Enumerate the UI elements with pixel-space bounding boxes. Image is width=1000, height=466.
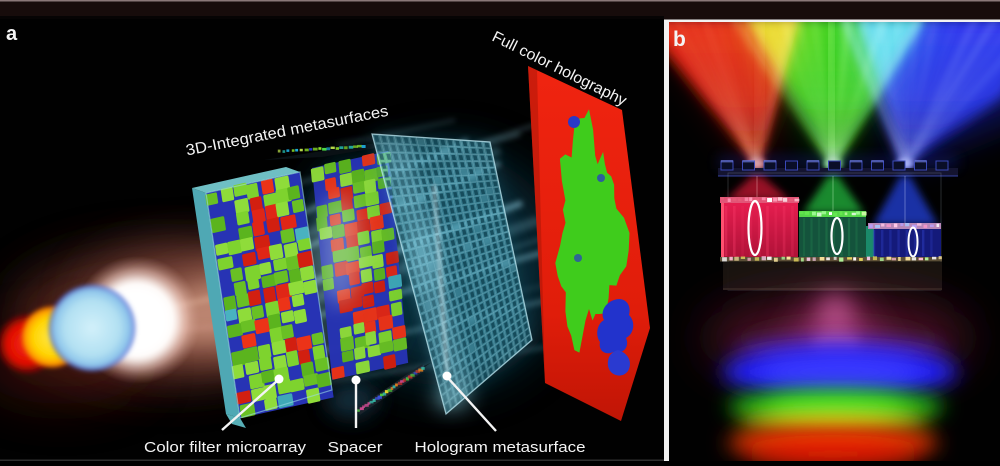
svg-text:Spacer: Spacer [328, 439, 383, 456]
svg-text:b: b [673, 28, 686, 51]
svg-text:Hologram metasurface: Hologram metasurface [415, 439, 586, 456]
svg-text:a: a [6, 23, 18, 45]
svg-text:Color filter microarray: Color filter microarray [144, 439, 307, 456]
